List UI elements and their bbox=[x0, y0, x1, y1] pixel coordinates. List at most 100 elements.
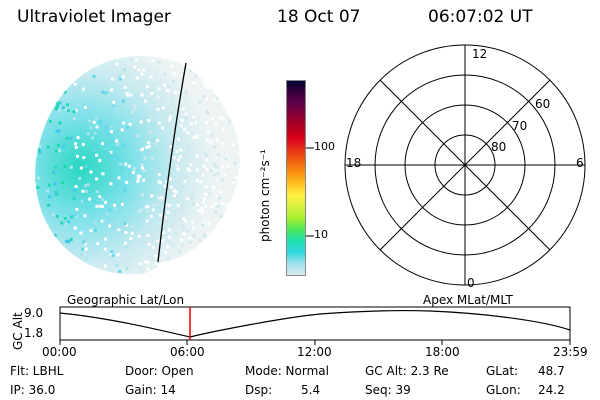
airglow-pixel bbox=[188, 240, 192, 244]
info-ip: IP: 36.0 bbox=[10, 383, 56, 397]
airglow-pixel bbox=[201, 223, 205, 227]
airglow-pixel bbox=[106, 132, 110, 136]
airglow-pixel bbox=[145, 145, 149, 149]
airglow-pixel bbox=[233, 266, 237, 270]
airglow-pixel bbox=[231, 180, 235, 184]
airglow-pixel bbox=[189, 196, 193, 200]
airglow-pixel bbox=[92, 75, 96, 79]
instrument-title: Ultraviolet Imager bbox=[17, 7, 171, 27]
airglow-pixel bbox=[182, 202, 186, 206]
airglow-pixel bbox=[150, 92, 154, 95]
airglow-pixel bbox=[166, 211, 170, 214]
airglow-pixel bbox=[181, 184, 185, 188]
airglow-pixel bbox=[212, 66, 216, 69]
airglow-pixel bbox=[233, 216, 237, 220]
polar-lat-60: 60 bbox=[535, 97, 551, 111]
airglow-pixel bbox=[88, 197, 92, 201]
airglow-pixel bbox=[151, 208, 155, 212]
airglow-pixel bbox=[57, 129, 61, 133]
airglow-pixel bbox=[135, 58, 139, 62]
airglow-pixel bbox=[235, 222, 239, 226]
airglow-pixel bbox=[146, 234, 150, 237]
airglow-pixel bbox=[52, 254, 56, 258]
airglow-pixel bbox=[201, 173, 205, 177]
airglow-pixel bbox=[77, 260, 80, 264]
polar-lat-70: 70 bbox=[512, 119, 528, 133]
airglow-pixel bbox=[205, 121, 209, 124]
airglow-pixel bbox=[81, 142, 85, 146]
airglow-pixel bbox=[80, 252, 84, 256]
airglow-pixel bbox=[174, 90, 177, 94]
airglow-pixel bbox=[163, 251, 167, 254]
airglow-pixel bbox=[56, 72, 60, 76]
airglow-pixel bbox=[210, 205, 214, 209]
airglow-pixel bbox=[53, 65, 57, 69]
x-tick-1200: 12:00 bbox=[297, 345, 332, 359]
airglow-pixel bbox=[172, 156, 176, 160]
airglow-pixel bbox=[215, 254, 219, 258]
airglow-pixel bbox=[225, 155, 229, 159]
airglow-pixel bbox=[226, 241, 230, 245]
airglow-pixel bbox=[228, 229, 232, 232]
airglow-pixel bbox=[65, 136, 69, 140]
airglow-pixel bbox=[109, 150, 113, 154]
airglow-pixel bbox=[149, 115, 153, 119]
airglow-pixel bbox=[95, 116, 98, 120]
airglow-pixel bbox=[166, 256, 170, 260]
airglow-pixel bbox=[236, 63, 240, 67]
airglow-pixel bbox=[170, 110, 174, 114]
airglow-pixel bbox=[139, 266, 143, 270]
airglow-pixel bbox=[70, 215, 74, 219]
observation-time: 06:07:02 UT bbox=[428, 7, 533, 27]
airglow-pixel bbox=[95, 177, 99, 181]
airglow-pixel bbox=[217, 116, 221, 120]
airglow-pixel bbox=[210, 117, 214, 121]
polar-label-bottom: 0 bbox=[467, 276, 475, 290]
airglow-pixel bbox=[90, 60, 93, 64]
airglow-pixel bbox=[41, 119, 45, 123]
airglow-pixel bbox=[112, 102, 116, 106]
airglow-pixel bbox=[226, 95, 230, 99]
airglow-pixel bbox=[95, 153, 99, 157]
airglow-pixel bbox=[108, 208, 112, 212]
airglow-pixel bbox=[35, 106, 38, 110]
info-gc-alt: GC Alt: 2.3 Re bbox=[365, 364, 449, 378]
airglow-pixel bbox=[56, 144, 60, 148]
airglow-pixel bbox=[75, 207, 79, 211]
airglow-pixel bbox=[211, 250, 215, 254]
airglow-pixel bbox=[221, 92, 225, 96]
airglow-pixel bbox=[49, 70, 53, 74]
airglow-pixel bbox=[61, 181, 65, 184]
airglow-pixel bbox=[197, 238, 201, 242]
airglow-pixel bbox=[100, 219, 104, 223]
airglow-pixel bbox=[74, 195, 78, 199]
airglow-pixel bbox=[233, 161, 237, 165]
airglow-pixel bbox=[76, 154, 79, 158]
airglow-pixel bbox=[203, 251, 207, 255]
airglow-pixel bbox=[202, 221, 205, 225]
airglow-pixel bbox=[110, 130, 113, 134]
airglow-pixel bbox=[162, 213, 166, 217]
airglow-pixel bbox=[86, 183, 90, 187]
airglow-pixel bbox=[121, 75, 125, 79]
airglow-pixel bbox=[174, 190, 178, 194]
airglow-pixel bbox=[173, 105, 177, 109]
airglow-pixel bbox=[163, 216, 167, 219]
airglow-pixel bbox=[149, 214, 153, 218]
airglow-pixel bbox=[176, 167, 180, 171]
airglow-pixel bbox=[218, 81, 222, 85]
airglow-pixel bbox=[104, 91, 108, 95]
airglow-pixel bbox=[138, 174, 142, 178]
airglow-pixel bbox=[150, 156, 154, 160]
airglow-pixel bbox=[192, 234, 196, 238]
airglow-pixel bbox=[81, 189, 85, 193]
polar-ring-70 bbox=[404, 104, 526, 226]
airglow-pixel bbox=[203, 270, 207, 274]
airglow-pixel bbox=[42, 116, 46, 120]
airglow-pixel bbox=[67, 220, 71, 224]
airglow-pixel bbox=[220, 88, 224, 92]
airglow-pixel bbox=[120, 169, 124, 173]
airglow-pixel bbox=[205, 97, 208, 101]
airglow-pixel bbox=[146, 205, 150, 209]
airglow-pixel bbox=[231, 206, 235, 210]
